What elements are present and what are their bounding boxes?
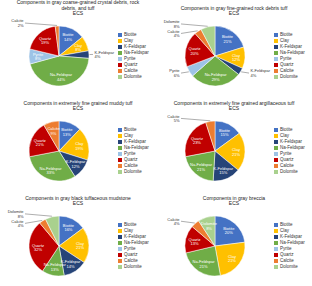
svg-text:Pyrite8%: Pyrite8% [33, 52, 44, 62]
html-text:Clay: Clay [280, 133, 289, 138]
html-text:Components in gray fine-graine: Components in gray fine-grained rock deb… [180, 4, 288, 17]
html-text:Na-Feldspar: Na-Feldspar [124, 240, 149, 245]
html-text:Pyrite: Pyrite [280, 246, 292, 251]
svg-text:Clay8%: Clay8% [74, 43, 82, 53]
html-text:Clay: Clay [124, 38, 133, 43]
html-text:Clay: Clay [280, 228, 289, 233]
html-text:K-Feldspar: K-Feldspar [280, 44, 302, 49]
html-text:Quartz: Quartz [124, 252, 138, 257]
svg-text:Clay12%: Clay12% [232, 53, 240, 63]
html-text:Na-Feldspar: Na-Feldspar [124, 50, 149, 55]
svg-text:Biotite14%: Biotite14% [62, 32, 74, 42]
html-text:Quartz: Quartz [280, 252, 294, 257]
html-text:Pyrite: Pyrite [280, 151, 292, 156]
html-text:K-Feldspar: K-Feldspar [124, 234, 146, 239]
html-text:Components in extremely fine g: Components in extremely fine grained arg… [173, 99, 295, 112]
svg-text:Clay21%: Clay21% [228, 254, 236, 264]
html-text:Calcite: Calcite [280, 163, 294, 168]
html-text:K-Feldspar: K-Feldspar [60, 258, 81, 264]
html-text:Pyrite: Pyrite [280, 56, 292, 61]
html-text:Biotite: Biotite [124, 127, 137, 132]
html-text:Dolomite: Dolomite [124, 169, 142, 174]
svg-text:Quartz32%: Quartz32% [32, 243, 44, 253]
html-text:Biotite: Biotite [124, 222, 137, 227]
html-text:Dolomite: Dolomite [280, 74, 298, 79]
html-text:Na-Feldspar: Na-Feldspar [280, 50, 305, 55]
html-text:Quartz: Quartz [124, 62, 138, 67]
html-text:Pyrite: Pyrite [124, 246, 136, 251]
svg-text:Quartz23%: Quartz23% [191, 136, 203, 146]
svg-text:K-Feldspar4%: K-Feldspar4% [95, 50, 115, 60]
html-text:Calcite: Calcite [124, 163, 138, 168]
html-text:Components in gray black tuffa: Components in gray black tuffaceous muds… [25, 194, 131, 207]
html-text:Components in extremely fine g: Components in extremely fine grained mud… [23, 99, 133, 112]
svg-text:Biotite13%: Biotite13% [61, 127, 73, 137]
svg-text:Dolomite8%: Dolomite8% [201, 221, 218, 231]
svg-text:Biotite16%: Biotite16% [63, 223, 75, 233]
svg-text:Na-Feldspar13%: Na-Feldspar13% [44, 262, 67, 272]
svg-text:Calcite9%: Calcite9% [47, 126, 60, 136]
html-text:Biotite: Biotite [280, 32, 293, 37]
html-text:Dolomite: Dolomite [124, 264, 142, 269]
html-text:Pyrite: Pyrite [124, 56, 136, 61]
html-text:K-Feldspar: K-Feldspar [124, 44, 146, 49]
svg-text:Calcite4%: Calcite4% [167, 29, 180, 39]
html-text:K-Feldspar: K-Feldspar [124, 139, 146, 144]
html-text:Clay: Clay [124, 228, 133, 233]
svg-text:Clay21%: Clay21% [76, 241, 84, 251]
svg-text:Quartz21%: Quartz21% [34, 138, 46, 148]
html-text:Calcite: Calcite [280, 258, 294, 263]
svg-text:Calcite5%: Calcite5% [167, 114, 180, 124]
html-text:14%: 14% [66, 263, 75, 269]
svg-text:Biotite15%: Biotite15% [219, 128, 231, 138]
html-text:Biotite: Biotite [124, 32, 137, 37]
html-text:Components in gray breccia ECS: Components in gray breccia ECS [202, 194, 266, 207]
html-text:Calcite: Calcite [124, 258, 138, 263]
svg-text:Na-Feldspar29%: Na-Feldspar29% [205, 72, 228, 82]
html-text:Components in gray coarse-grai: Components in gray coarse-grained crysta… [16, 0, 140, 17]
html-text:Clay: Clay [280, 38, 289, 43]
html-text:Na-Feldspar: Na-Feldspar [280, 145, 305, 150]
svg-text:Clay21%: Clay21% [232, 147, 240, 157]
svg-text:Dolomite8%: Dolomite8% [164, 19, 181, 29]
html-text:K-Feldspar: K-Feldspar [280, 139, 302, 144]
html-text:Na-Feldspar: Na-Feldspar [124, 145, 149, 150]
svg-text:Na-Feldspar21%: Na-Feldspar21% [193, 259, 216, 269]
html-text:K-Feldspar: K-Feldspar [280, 234, 302, 239]
svg-text:K-Feldspar4%: K-Feldspar4% [251, 68, 271, 78]
html-text:Clay: Clay [124, 133, 133, 138]
svg-text:Biotite21%: Biotite21% [222, 34, 234, 44]
svg-text:Clay19%: Clay19% [75, 141, 83, 151]
svg-text:Na-Feldspar33%: Na-Feldspar33% [40, 166, 63, 176]
html-text:Calcite: Calcite [280, 68, 294, 73]
svg-text:Calcite4%: Calcite4% [167, 217, 180, 227]
svg-text:K-Feldspar12%: K-Feldspar12% [66, 159, 86, 169]
svg-text:Calcite4%: Calcite4% [11, 219, 24, 229]
svg-text:K-Feldspar15%: K-Feldspar15% [214, 166, 234, 176]
svg-text:Calcite2%: Calcite2% [11, 18, 24, 28]
svg-text:Quartz19%: Quartz19% [39, 36, 51, 46]
html-text:Quartz: Quartz [124, 157, 138, 162]
html-text:Na-Feldspar: Na-Feldspar [280, 240, 305, 245]
svg-text:Na-Feldspar21%: Na-Feldspar21% [190, 162, 213, 172]
html-text:Biotite: Biotite [280, 222, 293, 227]
svg-text:Quartz13%: Quartz13% [189, 237, 201, 247]
html-text:Pyrite: Pyrite [124, 151, 136, 156]
html-text:Calcite: Calcite [124, 68, 138, 73]
html-text:Dolomite: Dolomite [280, 264, 298, 269]
svg-text:Quartz20%: Quartz20% [189, 46, 201, 56]
svg-text:Na-Feldspar44%: Na-Feldspar44% [50, 72, 73, 82]
svg-text:Pyrite6%: Pyrite6% [169, 68, 180, 78]
svg-text:Dolomite8%: Dolomite8% [8, 209, 24, 219]
html-text:Dolomite: Dolomite [280, 169, 298, 174]
html-text:Dolomite: Dolomite [124, 74, 142, 79]
html-text:Quartz: Quartz [280, 62, 294, 67]
html-text:Quartz: Quartz [280, 157, 294, 162]
html-text:Biotite: Biotite [280, 127, 293, 132]
svg-text:Biotite20%: Biotite20% [223, 226, 235, 236]
